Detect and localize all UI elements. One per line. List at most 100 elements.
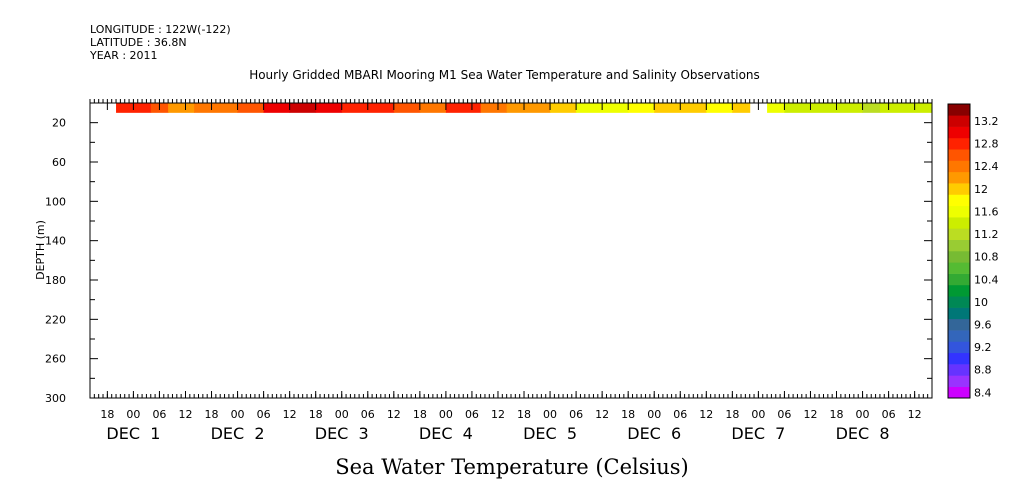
colorbar-swatch <box>948 330 970 342</box>
latitude-label: LATITUDE : 36.8N <box>90 36 187 49</box>
x-hour-label: 06 <box>882 408 896 421</box>
data-cell <box>628 103 655 113</box>
data-cell <box>506 103 551 113</box>
data-cell <box>393 103 421 113</box>
x-hour-label: 18 <box>725 408 739 421</box>
y-axis: 20 60 100 140 180 220 260 300 <box>45 102 932 405</box>
colorbar-swatch <box>948 262 970 274</box>
chart-title: Hourly Gridded MBARI Mooring M1 Sea Wate… <box>249 68 760 82</box>
data-cell <box>862 103 881 113</box>
data-cell <box>732 103 751 113</box>
colorbar-swatch <box>948 386 970 399</box>
x-hour-label: 12 <box>491 408 505 421</box>
colorbar-swatch <box>948 115 970 127</box>
x-hour-label: 18 <box>309 408 323 421</box>
y-tick-label: 180 <box>45 274 66 287</box>
data-cell <box>550 103 577 113</box>
colorbar-label: 13.2 <box>974 115 999 128</box>
data-cell <box>315 103 343 113</box>
x-hour-label: 00 <box>335 408 349 421</box>
x-hour-label: 12 <box>387 408 401 421</box>
x-axis: 18 00 06 12 18 00 06 12 18 00 06 12 18 00 06 12 18 00 06 12… <box>89 99 933 443</box>
colorbar-swatch <box>948 239 970 252</box>
colorbar-frame <box>947 103 971 399</box>
x-hour-label: 00 <box>647 408 661 421</box>
x-hour-label: 06 <box>569 408 583 421</box>
x-hour-label: 00 <box>543 408 557 421</box>
colorbar-swatch <box>948 375 970 387</box>
y-tick-label: 300 <box>45 392 66 405</box>
colorbar-label: 12.8 <box>974 138 999 151</box>
colorbar-swatch <box>948 273 970 286</box>
y-tick-label: 60 <box>52 156 66 169</box>
colorbar-swatch <box>948 341 970 354</box>
colorbar-swatch <box>948 149 970 161</box>
data-cell <box>784 103 864 113</box>
colorbar-label: 9.6 <box>974 319 992 332</box>
colorbar-label: 10.4 <box>974 273 999 286</box>
x-hour-label: 18 <box>413 408 427 421</box>
colorbar-swatch <box>948 284 970 297</box>
colorbar-swatch <box>948 194 970 207</box>
x-hour-label: 06 <box>777 408 791 421</box>
x-hour-label: 00 <box>439 408 453 421</box>
x-hour-label: 06 <box>465 408 479 421</box>
data-cell <box>263 103 291 113</box>
colorbar-swatch <box>948 104 970 116</box>
colorbar-swatch <box>948 352 970 365</box>
y-tick-label: 260 <box>45 353 66 366</box>
data-cell <box>419 103 447 113</box>
colorbar-label: 12 <box>974 183 988 196</box>
x-hour-label: 18 <box>517 408 531 421</box>
colorbar-swatch <box>948 364 970 376</box>
colorbar-label: 9.2 <box>974 341 992 354</box>
x-hour-label: 12 <box>283 408 297 421</box>
x-axis-title: Sea Water Temperature (Celsius) <box>335 455 689 479</box>
data-cell <box>289 103 317 113</box>
x-hour-label: 18 <box>205 408 219 421</box>
x-hour-label: 12 <box>803 408 817 421</box>
x-hour-label: 06 <box>152 408 166 421</box>
colorbar-label: 11.2 <box>974 228 999 241</box>
x-hour-label: 18 <box>621 408 635 421</box>
colorbar-label: 10 <box>974 296 988 309</box>
data-cell <box>168 103 195 113</box>
colorbar-label: 8.8 <box>974 364 992 377</box>
x-hour-label: 18 <box>100 408 114 421</box>
longitude-label: LONGITUDE : 122W(-122) <box>90 23 231 36</box>
y-tick-label: 20 <box>52 117 66 130</box>
y-tick-label: 140 <box>45 235 66 248</box>
x-hour-label: 06 <box>361 408 375 421</box>
colorbar-swatch <box>948 160 970 173</box>
data-cell <box>194 103 239 113</box>
x-hour-label: 12 <box>699 408 713 421</box>
x-day-label: DEC 2 <box>211 424 265 443</box>
x-hour-label: 00 <box>751 408 765 421</box>
x-hour-label: 00 <box>231 408 245 421</box>
x-day-label: DEC 4 <box>419 424 473 443</box>
data-cell <box>879 103 933 113</box>
colorbar-label: 12.4 <box>974 160 999 173</box>
data-cell <box>237 103 265 113</box>
x-day-label: DEC 7 <box>731 424 785 443</box>
x-hour-label: 06 <box>257 408 271 421</box>
x-hour-label: 00 <box>126 408 140 421</box>
colorbar-swatch <box>948 205 970 218</box>
x-day-label: DEC 6 <box>627 424 681 443</box>
colorbar-swatch <box>948 171 970 184</box>
data-cell <box>706 103 733 113</box>
x-hour-label: 12 <box>178 408 192 421</box>
colorbar-swatch <box>948 307 970 320</box>
y-tick-label: 220 <box>45 313 66 326</box>
x-hour-label: 12 <box>595 408 609 421</box>
colorbar: 8.4 8.8 9.2 9.6 10 10.4 10.8 11.2 11.6 12 12.4 12.8… <box>947 103 999 399</box>
plot-frame <box>89 102 933 399</box>
colorbar-swatch <box>948 228 970 240</box>
y-tick-label: 100 <box>45 195 66 208</box>
colorbar-swatch <box>948 126 970 139</box>
colorbar-swatch <box>948 183 970 195</box>
colorbar-swatch <box>948 251 970 263</box>
x-day-label: DEC 1 <box>106 424 160 443</box>
colorbar-label: 10.8 <box>974 251 999 264</box>
